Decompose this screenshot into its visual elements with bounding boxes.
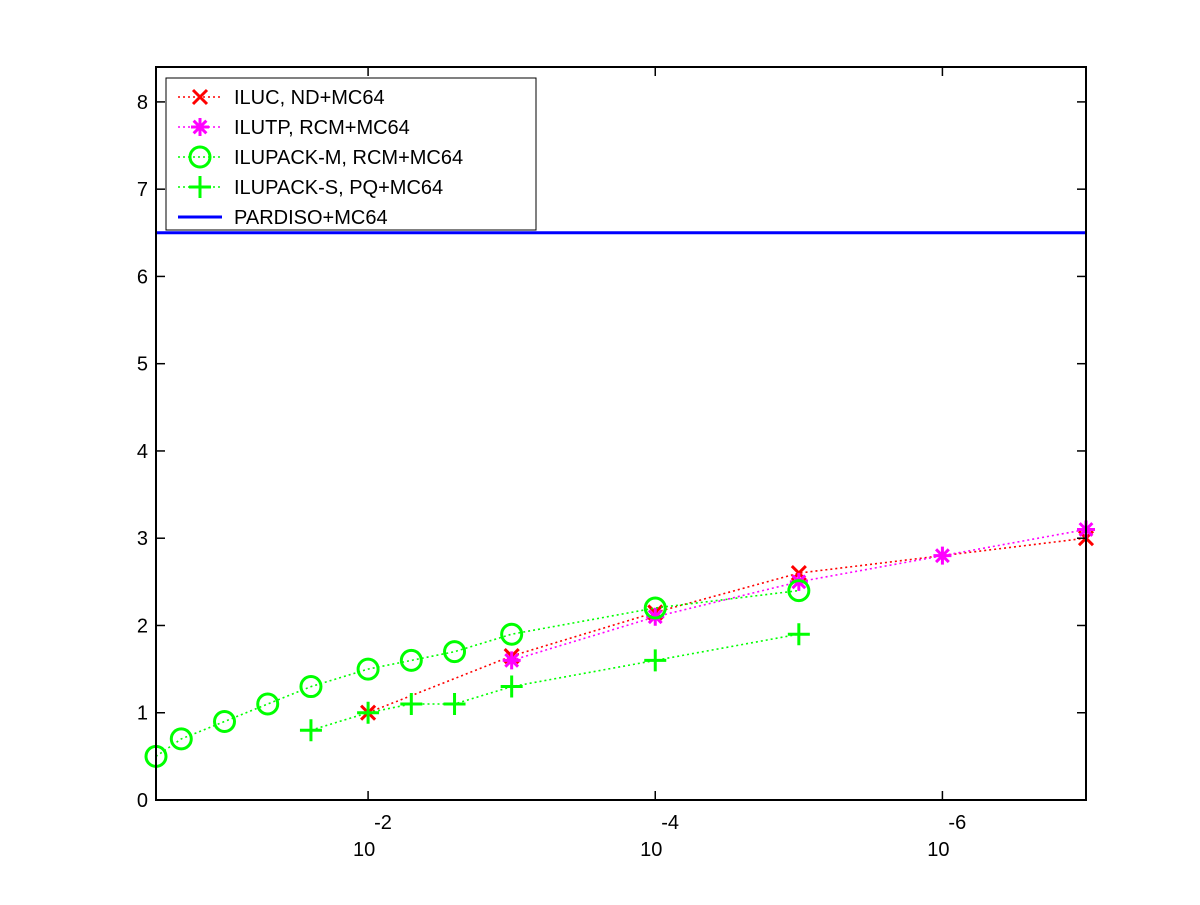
legend-entry: ILUTP, RCM+MC64 bbox=[178, 117, 410, 139]
y-tick-label: 7 bbox=[137, 179, 148, 201]
data-point bbox=[399, 648, 423, 672]
data-point bbox=[933, 546, 952, 565]
legend-label: ILUC, ND+MC64 bbox=[234, 87, 385, 109]
legend-entry: ILUPACK-M, RCM+MC64 bbox=[178, 145, 463, 169]
legend-swatch-marker bbox=[189, 176, 211, 198]
tick-layer: 0 1 2 3 4 5 6 7 8 10 -2 10 -4 10 -6 bbox=[137, 67, 1086, 861]
data-point bbox=[213, 709, 237, 733]
data-point bbox=[357, 701, 380, 724]
legend-entry: PARDISO+MC64 bbox=[178, 207, 388, 229]
y-tick-label: 0 bbox=[137, 790, 148, 812]
data-point bbox=[443, 693, 466, 716]
y-tick-label: 4 bbox=[137, 441, 148, 463]
data-point bbox=[256, 692, 280, 716]
legend-label: ILUPACK-S, PQ+MC64 bbox=[234, 177, 443, 199]
legend-label: PARDISO+MC64 bbox=[234, 207, 388, 229]
data-point bbox=[443, 640, 467, 664]
data-point bbox=[787, 623, 810, 646]
legend-label: ILUTP, RCM+MC64 bbox=[234, 117, 410, 139]
legend-swatch-marker bbox=[191, 118, 209, 136]
y-tick-label: 2 bbox=[137, 615, 148, 637]
y-tick-label: 5 bbox=[137, 354, 148, 376]
data-point bbox=[500, 622, 524, 646]
data-point bbox=[299, 719, 322, 742]
legend-swatch-marker bbox=[188, 145, 212, 169]
series-3 bbox=[299, 623, 810, 742]
legend-box bbox=[165, 77, 537, 231]
series-line bbox=[511, 528, 1087, 662]
x-tick-label-base: 10 bbox=[640, 839, 662, 861]
series-line bbox=[155, 589, 799, 758]
legend-swatch-marker bbox=[191, 88, 209, 106]
data-point bbox=[400, 693, 423, 716]
data-point bbox=[299, 675, 323, 699]
axes-frame bbox=[155, 66, 1087, 801]
x-tick-label-base: 10 bbox=[353, 839, 375, 861]
data-point bbox=[169, 727, 193, 751]
legend-entry: ILUPACK-S, PQ+MC64 bbox=[178, 176, 443, 199]
legend-entries: ILUC, ND+MC64 ILUTP, RCM+MC64 ILUPACK-M, R… bbox=[178, 87, 463, 229]
legend-label: ILUPACK-M, RCM+MC64 bbox=[234, 147, 463, 169]
y-tick-label: 6 bbox=[137, 266, 148, 288]
data-point bbox=[356, 657, 380, 681]
y-tick-label: 3 bbox=[137, 528, 148, 550]
data-point bbox=[500, 675, 523, 698]
legend: ILUC, ND+MC64 ILUTP, RCM+MC64 ILUPACK-M, R… bbox=[165, 77, 537, 231]
data-point bbox=[644, 649, 667, 672]
y-tick-label: 1 bbox=[137, 703, 148, 725]
x-tick-label-exponent: -2 bbox=[374, 812, 392, 834]
x-tick-label-exponent: -4 bbox=[661, 812, 679, 834]
y-tick-label: 8 bbox=[137, 92, 148, 114]
data-point bbox=[502, 651, 521, 670]
x-tick-label-base: 10 bbox=[927, 839, 949, 861]
data-point bbox=[643, 596, 667, 620]
legend-entry: ILUC, ND+MC64 bbox=[178, 87, 385, 109]
series-2 bbox=[144, 579, 811, 768]
x-tick-label-exponent: -6 bbox=[948, 812, 966, 834]
data-point bbox=[787, 579, 811, 603]
